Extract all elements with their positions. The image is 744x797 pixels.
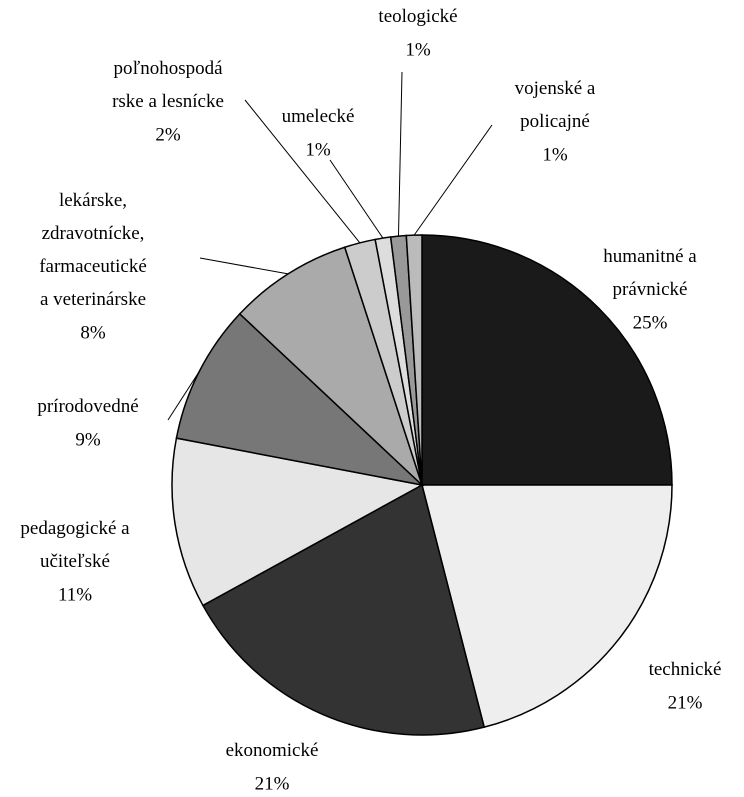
slice-label: prírodovedné (37, 396, 138, 417)
slice-label: ekonomické (226, 740, 319, 761)
slice-label: humanitné a právnické (603, 246, 697, 300)
pie-slice (175, 312, 425, 487)
value-label: 11% (58, 584, 92, 605)
leader-line (413, 124, 493, 236)
slice-label: teologické (378, 6, 457, 27)
value-label: 8% (80, 322, 106, 343)
slice-label: pedagogické a učiteľské (20, 518, 130, 572)
slice-label: umelecké (282, 106, 355, 127)
value-label: 25% (633, 312, 668, 333)
value-label: 1% (405, 39, 431, 60)
pie-slice (171, 437, 425, 607)
pie-slice (201, 483, 486, 736)
leader-line (199, 257, 289, 275)
pie-slice (421, 484, 673, 729)
value-label: 9% (75, 429, 101, 450)
leader-line (244, 99, 361, 244)
value-label: 1% (542, 144, 568, 165)
slice-label: technické (649, 659, 722, 680)
slice-label: lekárske, zdravotnícke, farmaceutické a vet… (39, 190, 147, 310)
slice-label: poľnohospodá rske a lesnícke (112, 58, 224, 112)
value-label: 1% (305, 139, 331, 160)
value-label: 2% (155, 124, 181, 145)
pie-slice (421, 234, 673, 486)
pie-slice (238, 246, 423, 486)
leader-line (329, 159, 384, 239)
leader-line (397, 71, 403, 237)
leader-line (167, 371, 200, 421)
slice-label: vojenské a policajné (515, 78, 596, 132)
value-label: 21% (668, 692, 703, 713)
value-label: 21% (255, 773, 290, 794)
